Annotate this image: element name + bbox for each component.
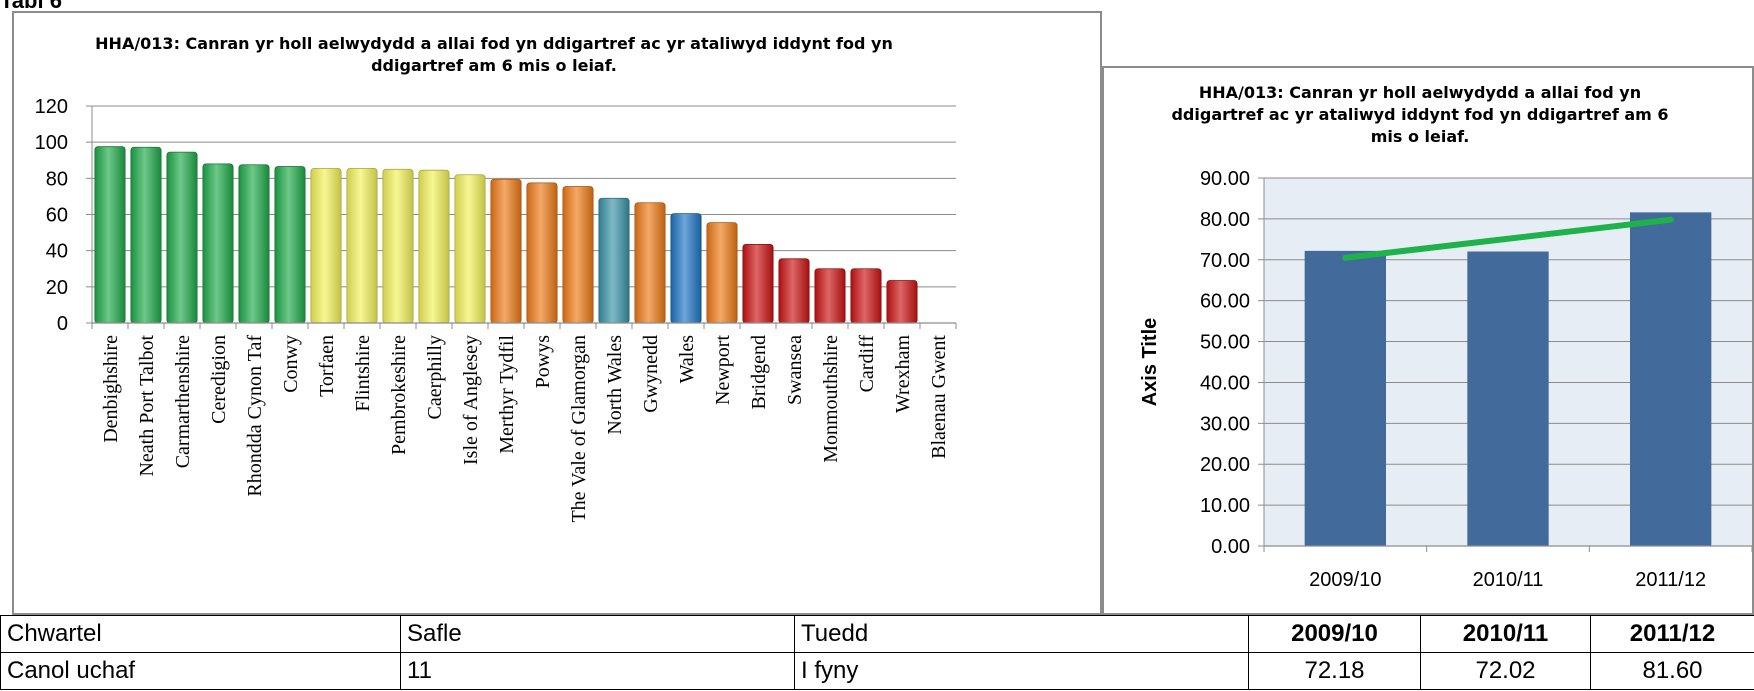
bar <box>346 167 378 324</box>
x-tick-label: Bridgend <box>748 335 770 409</box>
x-tick-label: Cardiff <box>856 335 878 393</box>
bar <box>814 268 846 324</box>
chart-title: ddigartref am 6 mis o leiaf. <box>371 56 617 75</box>
bar <box>1630 212 1712 546</box>
x-tick-label: 2010/11 <box>1473 569 1544 591</box>
x-tick-label: Isle of Anglesey <box>460 335 482 465</box>
bar <box>202 163 234 324</box>
y-tick-label: 100 <box>35 132 68 154</box>
bar <box>562 186 594 324</box>
x-tick-label: Denbighshire <box>100 335 122 443</box>
bar <box>94 146 126 324</box>
bar <box>598 197 630 324</box>
x-tick-label: Pembrokeshire <box>388 335 410 455</box>
y-tick-label: 80.00 <box>1200 209 1250 231</box>
header-2009-10: 2009/10 <box>1248 615 1421 653</box>
chart-title: mis o leiaf. <box>1371 127 1470 146</box>
x-tick-label: Monmouthshire <box>820 335 842 463</box>
cell-2010-11: 72.02 <box>1420 652 1591 690</box>
bar <box>850 268 882 324</box>
x-tick-label: 2011/12 <box>1635 569 1706 591</box>
trend-chart-svg: HHA/013: Canran yr holl aelwydydd a alla… <box>1139 83 1753 591</box>
y-tick-label: 60 <box>46 205 68 227</box>
cell-quartile: Canol uchaf <box>0 652 401 690</box>
ranking-chart: HHA/013: Canran yr holl aelwydydd a alla… <box>12 11 1102 615</box>
bar <box>454 174 486 324</box>
x-tick-label: Newport <box>712 335 734 405</box>
y-tick-label: 70.00 <box>1200 250 1250 272</box>
x-tick-label: Conwy <box>280 335 302 393</box>
y-tick-label: 30.00 <box>1200 413 1250 435</box>
x-tick-label: Ceredigion <box>208 335 230 424</box>
header-rank: Safle <box>400 615 795 653</box>
bar <box>706 222 738 324</box>
header-quartile: Chwartel <box>0 615 401 653</box>
x-tick-label: 2009/10 <box>1309 569 1381 591</box>
y-tick-label: 0 <box>57 313 68 335</box>
x-tick-label: Swansea <box>784 335 806 405</box>
bar <box>490 178 522 324</box>
y-tick-label: 20 <box>46 277 68 299</box>
x-tick-label: Wales <box>676 335 698 384</box>
y-tick-label: 40.00 <box>1200 372 1250 394</box>
x-tick-label: Torfaen <box>316 335 338 397</box>
trend-chart: HHA/013: Canran yr holl aelwydydd a alla… <box>1102 66 1754 615</box>
table-row: Canol uchaf 11 I fyny 72.18 72.02 81.60 <box>0 652 1754 690</box>
x-tick-label: Rhondda Cynon Taf <box>244 335 266 497</box>
summary-table: Chwartel Safle Tuedd 2009/10 2010/11 201… <box>0 615 1754 690</box>
cell-2011-12: 81.60 <box>1590 652 1754 690</box>
cell-trend: I fyny <box>794 652 1249 690</box>
bar <box>742 243 774 324</box>
bar <box>886 280 918 324</box>
x-tick-label: Merthyr Tydfil <box>496 335 518 454</box>
chart-title: HHA/013: Canran yr holl aelwydydd a alla… <box>95 34 893 53</box>
bar <box>1467 251 1549 546</box>
x-tick-label: North Wales <box>604 335 626 435</box>
y-tick-label: 120 <box>35 96 68 118</box>
bar <box>310 167 342 324</box>
x-tick-label: Carmarthenshire <box>172 335 194 468</box>
y-tick-label: 80 <box>46 168 68 190</box>
table-header-row: Chwartel Safle Tuedd 2009/10 2010/11 201… <box>0 615 1754 653</box>
x-tick-label: Caerphilly <box>424 335 446 419</box>
chart-title: HHA/013: Canran yr holl aelwydydd a alla… <box>1199 83 1641 102</box>
y-tick-label: 20.00 <box>1200 454 1250 476</box>
chart-title: ddigartref ac yr ataliwyd iddynt fod yn … <box>1171 105 1668 124</box>
bar <box>238 164 270 324</box>
y-tick-label: 50.00 <box>1200 332 1250 354</box>
y-tick-label: 90.00 <box>1200 168 1250 190</box>
x-tick-label: Blaenau Gwent <box>928 335 950 459</box>
y-tick-label: 10.00 <box>1200 495 1250 517</box>
ranking-chart-svg: HHA/013: Canran yr holl aelwydydd a alla… <box>35 34 957 523</box>
x-tick-label: Neath Port Talbot <box>136 335 158 477</box>
cell-2009-10: 72.18 <box>1248 652 1421 690</box>
bar <box>778 258 810 324</box>
cell-rank: 11 <box>400 652 795 690</box>
bar <box>274 166 306 324</box>
x-tick-label: Wrexham <box>892 335 914 413</box>
y-tick-label: 0.00 <box>1211 536 1250 558</box>
trend-line <box>1342 216 1674 261</box>
bar <box>418 169 450 324</box>
header-2010-11: 2010/11 <box>1420 615 1591 653</box>
bar <box>382 168 414 324</box>
y-tick-label: 40 <box>46 241 68 263</box>
bar <box>130 146 162 324</box>
page-label: Tabl 6 <box>0 0 62 13</box>
bar <box>526 182 558 324</box>
bar <box>670 213 702 324</box>
x-tick-label: Gwynedd <box>640 335 662 413</box>
bar <box>1304 250 1386 546</box>
x-tick-label: Powys <box>532 335 554 389</box>
header-2011-12: 2011/12 <box>1590 615 1754 653</box>
x-tick-label: The Vale of Glamorgan <box>568 335 590 523</box>
y-axis-title: Axis Title <box>1139 318 1161 407</box>
bar <box>634 202 666 324</box>
x-tick-label: Flintshire <box>352 335 374 412</box>
header-trend: Tuedd <box>794 615 1249 653</box>
y-tick-label: 60.00 <box>1200 291 1250 313</box>
bar <box>166 151 198 324</box>
